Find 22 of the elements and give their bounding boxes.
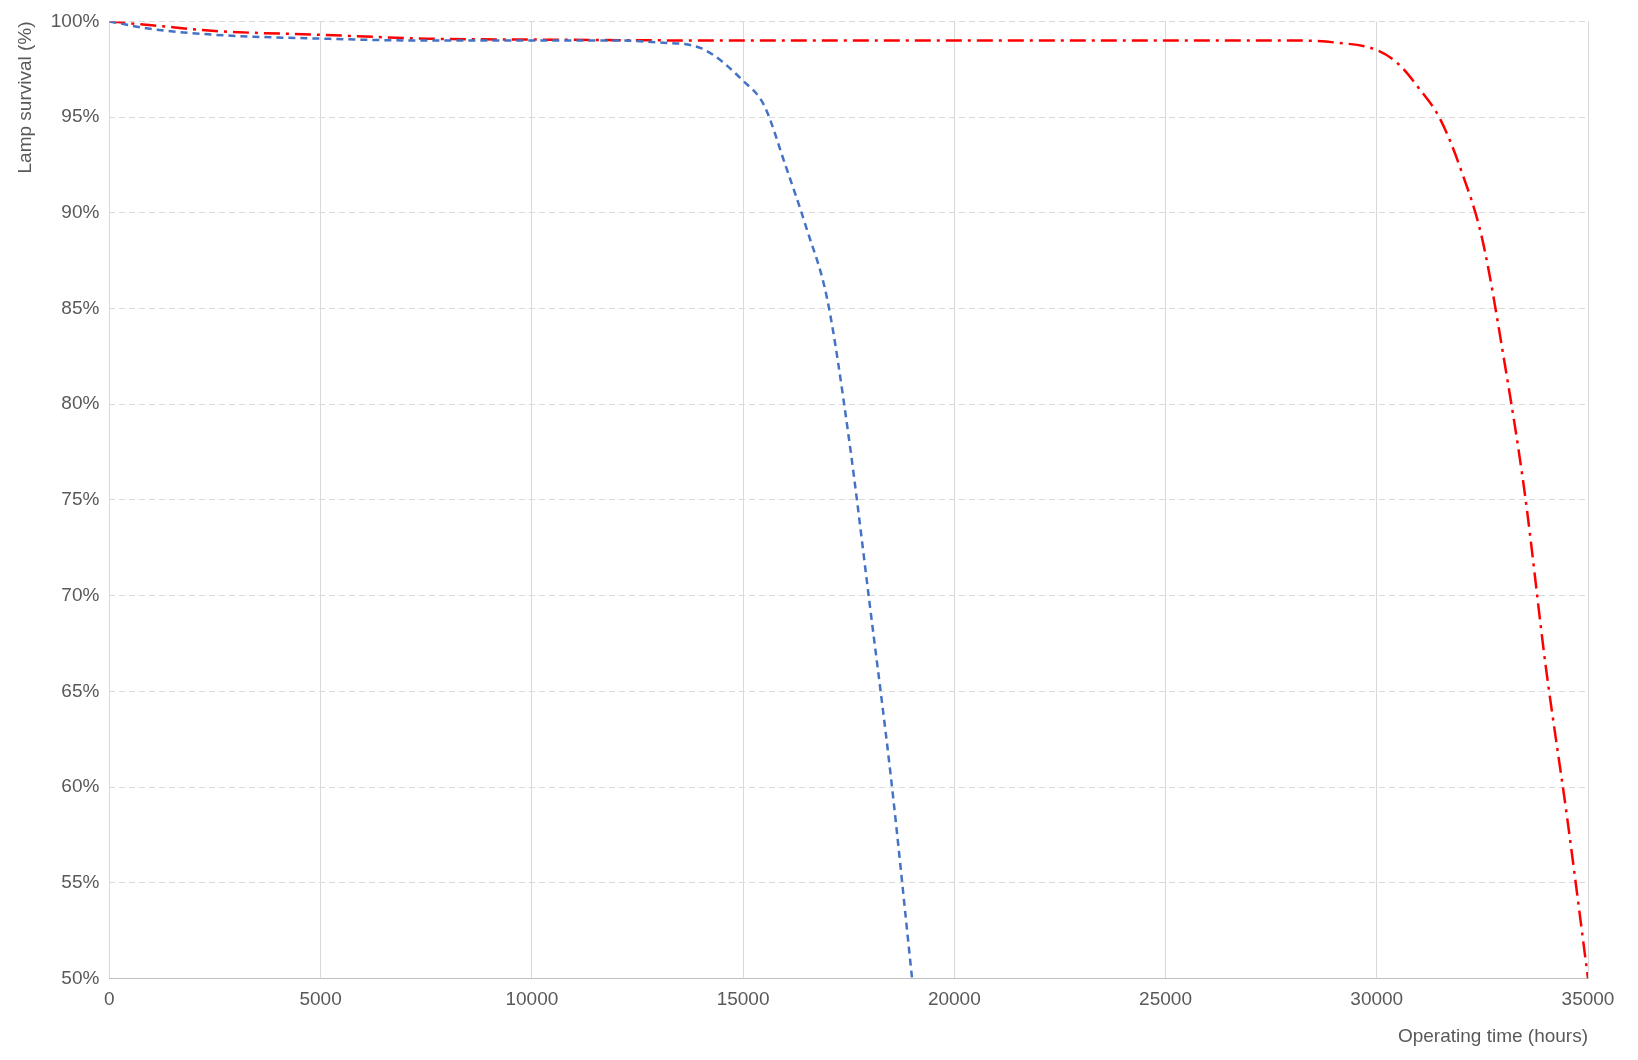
y-tick-label: 95% (61, 105, 100, 127)
y-tick-label: 100% (50, 9, 100, 31)
line-series (109, 21, 914, 979)
y-tick-label: 50% (61, 966, 100, 988)
y-tick-label: 70% (61, 583, 100, 605)
x-tick-label: 30000 (1350, 988, 1404, 1010)
x-tick-label: 25000 (1139, 988, 1192, 1010)
x-axis-title: Operating time (hours) (1397, 1024, 1588, 1046)
x-tick-label: 20000 (927, 988, 981, 1010)
y-tick-label: 60% (61, 775, 100, 797)
y-tick-label: 80% (61, 392, 100, 414)
x-tick-label: 5000 (299, 988, 342, 1010)
y-tick-label: 75% (61, 488, 100, 510)
y-tick-label: 55% (61, 870, 100, 892)
y-tick-label: 85% (61, 296, 100, 318)
x-tick-label: 15000 (716, 988, 770, 1010)
y-axis-title: Lamp survival (%) (13, 21, 35, 174)
x-tick-label: 0 (104, 988, 115, 1010)
y-tick-label: 90% (61, 201, 100, 223)
y-tick-label: 65% (61, 679, 100, 701)
x-tick-label: 10000 (505, 988, 559, 1010)
x-tick-label: 35000 (1561, 988, 1615, 1010)
